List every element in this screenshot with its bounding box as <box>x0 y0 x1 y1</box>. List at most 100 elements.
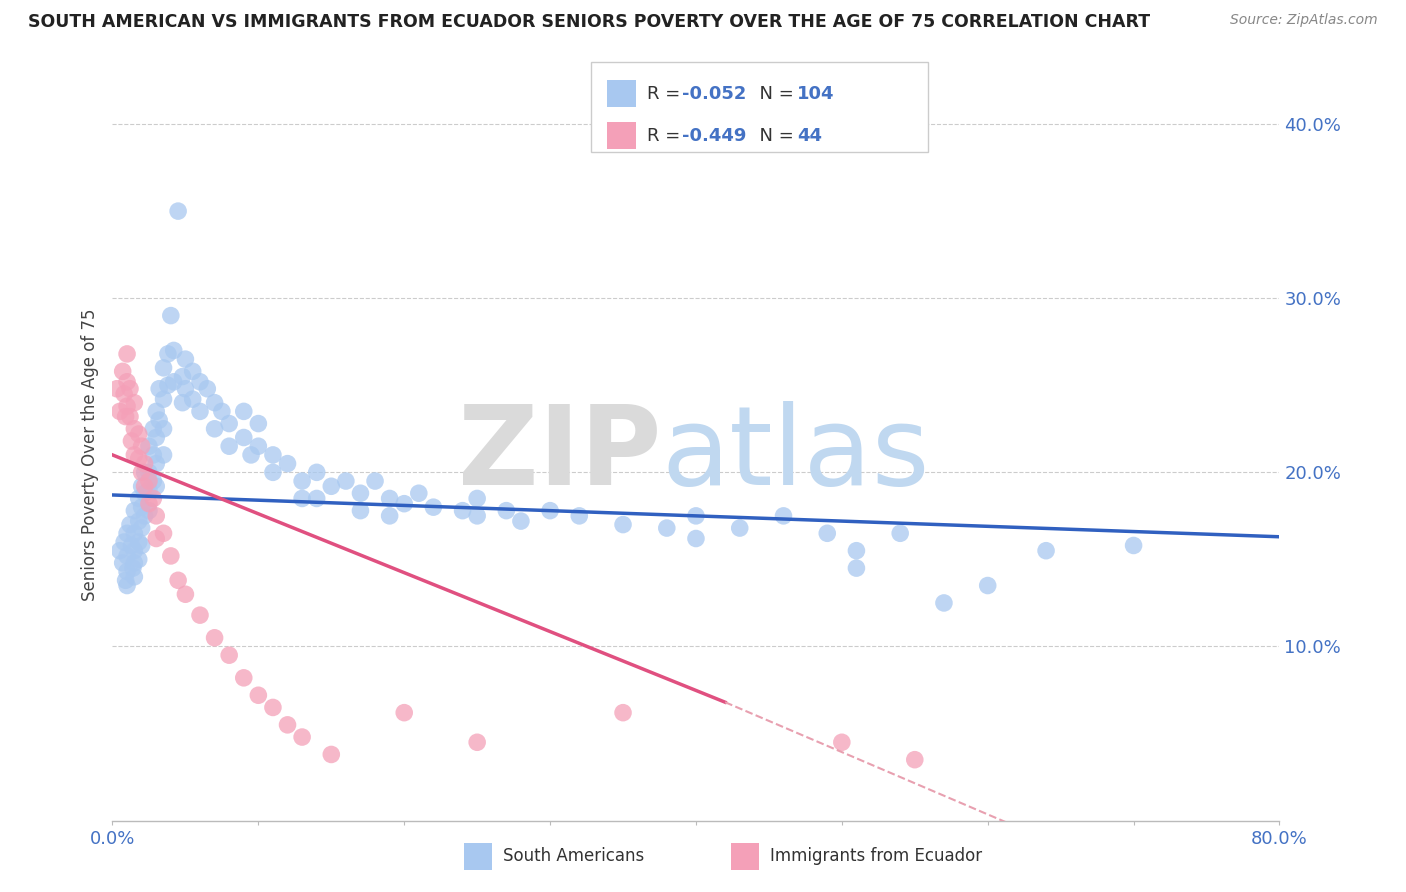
Point <box>291 730 314 744</box>
Point <box>408 486 430 500</box>
Point <box>247 688 270 702</box>
Point <box>728 521 751 535</box>
Point <box>124 395 146 409</box>
Point <box>145 479 167 493</box>
Point <box>422 500 444 515</box>
Point <box>142 448 165 462</box>
Point <box>138 483 160 497</box>
Point <box>188 608 211 623</box>
Point <box>145 457 167 471</box>
Text: 44: 44 <box>797 127 823 145</box>
Point <box>685 532 707 546</box>
Point <box>172 395 194 409</box>
Point <box>152 422 174 436</box>
Point <box>195 382 218 396</box>
Point <box>262 448 284 462</box>
Point <box>145 532 167 546</box>
Point <box>204 631 226 645</box>
Point <box>131 466 153 480</box>
Point <box>124 448 146 462</box>
Point <box>124 570 146 584</box>
Point <box>131 521 153 535</box>
Point <box>142 422 165 436</box>
Point <box>122 561 145 575</box>
Point <box>232 430 254 444</box>
Point <box>181 364 204 378</box>
Text: atlas: atlas <box>661 401 929 508</box>
Point <box>232 404 254 418</box>
Point <box>138 503 160 517</box>
Point <box>392 497 416 511</box>
Point <box>685 508 707 523</box>
Point <box>105 382 128 396</box>
Point <box>111 364 134 378</box>
Point <box>134 508 156 523</box>
Point <box>612 517 634 532</box>
Point <box>111 556 134 570</box>
Point <box>124 556 146 570</box>
Point <box>831 735 853 749</box>
Point <box>174 382 197 396</box>
Point <box>124 543 146 558</box>
Point <box>112 387 135 401</box>
Text: Immigrants from Ecuador: Immigrants from Ecuador <box>770 847 983 865</box>
Point <box>538 503 561 517</box>
Point <box>138 439 160 453</box>
Point <box>128 514 150 528</box>
Point <box>145 508 167 523</box>
Point <box>152 392 174 407</box>
Point <box>145 404 167 418</box>
Point <box>167 204 190 219</box>
Point <box>152 448 174 462</box>
Point <box>465 508 488 523</box>
Point <box>335 474 357 488</box>
Text: N =: N = <box>748 127 800 145</box>
Point <box>772 508 794 523</box>
Point <box>211 404 233 418</box>
Point <box>889 526 911 541</box>
Point <box>976 578 998 592</box>
Point <box>131 500 153 515</box>
Point <box>240 448 263 462</box>
Point <box>188 404 211 418</box>
Text: SOUTH AMERICAN VS IMMIGRANTS FROM ECUADOR SENIORS POVERTY OVER THE AGE OF 75 COR: SOUTH AMERICAN VS IMMIGRANTS FROM ECUADO… <box>28 13 1150 31</box>
Point <box>655 521 678 535</box>
Point <box>108 404 131 418</box>
Point <box>115 399 138 413</box>
Point <box>134 479 156 493</box>
Point <box>465 491 488 506</box>
Point <box>148 413 170 427</box>
Point <box>904 753 927 767</box>
Text: -0.449: -0.449 <box>682 127 747 145</box>
Point <box>128 491 150 506</box>
Point <box>134 486 156 500</box>
Point <box>120 539 142 553</box>
Point <box>276 457 298 471</box>
Point <box>138 474 160 488</box>
Point <box>134 457 156 471</box>
Point <box>378 491 401 506</box>
Text: Source: ZipAtlas.com: Source: ZipAtlas.com <box>1230 13 1378 28</box>
Point <box>152 526 174 541</box>
Y-axis label: Seniors Poverty Over the Age of 75: Seniors Poverty Over the Age of 75 <box>80 309 98 601</box>
Point <box>124 526 146 541</box>
Text: -0.052: -0.052 <box>682 85 747 103</box>
Point <box>1122 539 1144 553</box>
Point <box>321 479 343 493</box>
Point <box>262 700 284 714</box>
Point <box>172 369 194 384</box>
Point <box>128 451 150 466</box>
Point <box>1035 543 1057 558</box>
Point <box>218 648 240 663</box>
Point <box>305 491 328 506</box>
Point <box>495 503 517 517</box>
Point <box>247 417 270 431</box>
Point <box>188 375 211 389</box>
Point <box>392 706 416 720</box>
Point <box>612 706 634 720</box>
Point <box>218 439 240 453</box>
Point <box>152 360 174 375</box>
Point <box>349 486 371 500</box>
Point <box>465 735 488 749</box>
Point <box>120 434 142 448</box>
